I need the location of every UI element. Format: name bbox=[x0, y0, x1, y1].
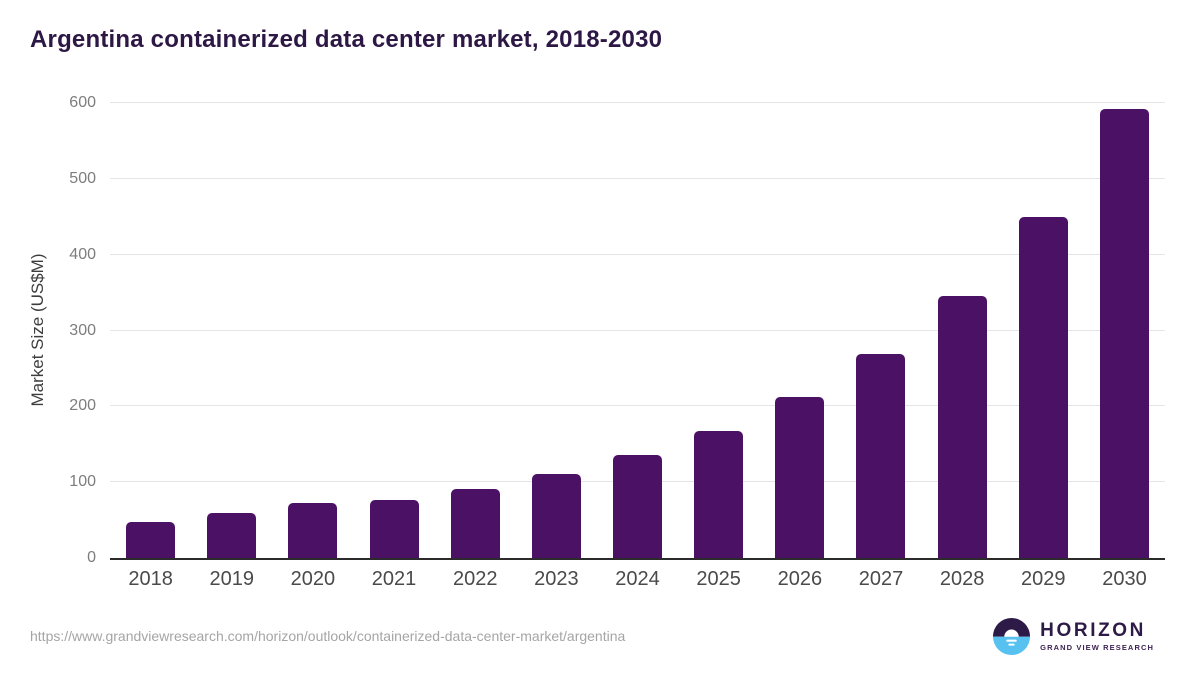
logo-text: HORIZON GRAND VIEW RESEARCH bbox=[1040, 620, 1154, 653]
logo-subtitle: GRAND VIEW RESEARCH bbox=[1040, 643, 1154, 652]
x-tick-label: 2027 bbox=[858, 568, 904, 590]
bar-band bbox=[435, 103, 516, 558]
x-tick-label: 2028 bbox=[939, 568, 985, 590]
bar-2020 bbox=[288, 503, 338, 558]
bar-2030 bbox=[1099, 109, 1149, 558]
y-tick-label: 100 bbox=[69, 473, 96, 491]
y-tick-label: 600 bbox=[69, 94, 96, 111]
gridline bbox=[110, 177, 1165, 179]
bar-band bbox=[516, 103, 597, 558]
y-tick-label: 500 bbox=[69, 169, 96, 187]
bar-band bbox=[1084, 103, 1165, 558]
gridline bbox=[110, 405, 1165, 407]
y-tick-label: 400 bbox=[69, 245, 96, 263]
gridline bbox=[110, 253, 1165, 255]
bar-band bbox=[272, 103, 353, 558]
bar-2018 bbox=[126, 521, 176, 558]
y-tick-label: 300 bbox=[69, 321, 96, 339]
x-tick-label: 2024 bbox=[615, 568, 660, 590]
x-tick-label: 2026 bbox=[777, 568, 823, 590]
bar-band bbox=[110, 103, 191, 558]
bar-2022 bbox=[450, 489, 500, 558]
bar-2023 bbox=[531, 473, 581, 558]
bar-band bbox=[191, 103, 272, 558]
x-axis-ticks: 2018 2019 2020 2021 2022 2023 2024 2025 2026 2027… bbox=[110, 568, 1165, 591]
bar-2021 bbox=[369, 499, 419, 558]
chart-title: Argentina containerized data center mark… bbox=[30, 26, 663, 53]
x-tick-label: 2021 bbox=[371, 568, 417, 590]
bar-2028 bbox=[937, 296, 987, 558]
x-tick-label: 2029 bbox=[1021, 568, 1066, 590]
bar-band bbox=[759, 103, 840, 558]
logo-name: HORIZON bbox=[1040, 620, 1146, 641]
bar-band bbox=[353, 103, 434, 558]
x-tick-label: 2023 bbox=[534, 568, 579, 590]
bar-2025 bbox=[694, 430, 744, 558]
horizon-logo: HORIZON GRAND VIEW RESEARCH bbox=[992, 617, 1154, 656]
y-axis-title: Market Size (US$M) bbox=[28, 253, 47, 407]
source-url: https://www.grandviewresearch.com/horizo… bbox=[30, 628, 626, 644]
bar-2019 bbox=[207, 512, 257, 558]
bar-band bbox=[678, 103, 759, 558]
bar-band bbox=[1003, 103, 1084, 558]
x-tick-label: 2018 bbox=[128, 568, 173, 590]
x-tick-label: 2025 bbox=[696, 568, 741, 590]
x-tick-label: 2020 bbox=[290, 568, 336, 590]
bar-band bbox=[922, 103, 1003, 558]
gridline bbox=[110, 329, 1165, 331]
bar-band bbox=[840, 103, 921, 558]
bars bbox=[110, 103, 1165, 558]
bar-2026 bbox=[775, 397, 825, 558]
x-tick-label: 2019 bbox=[209, 568, 254, 590]
x-tick-label: 2022 bbox=[452, 568, 498, 590]
bar-2029 bbox=[1018, 216, 1068, 558]
x-tick-label: 2030 bbox=[1102, 568, 1147, 590]
y-tick-label: 200 bbox=[69, 397, 96, 415]
gridline bbox=[110, 102, 1165, 103]
bar-2024 bbox=[613, 454, 663, 558]
plot-area bbox=[110, 102, 1165, 560]
y-tick-label: 0 bbox=[87, 549, 96, 566]
horizon-sunset-icon bbox=[993, 617, 1031, 656]
y-axis-ticks: 0 100 200 300 400 500 600 bbox=[54, 94, 96, 566]
bar-band bbox=[597, 103, 678, 558]
bar-2027 bbox=[856, 354, 906, 558]
